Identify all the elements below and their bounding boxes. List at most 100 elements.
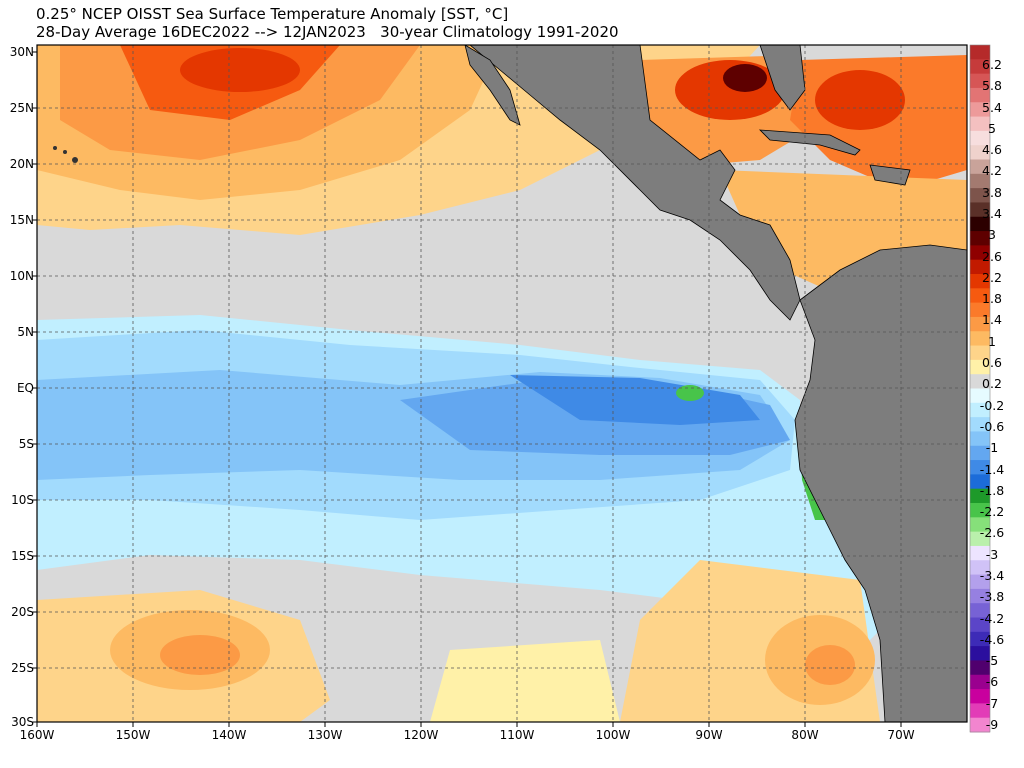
colorbar-label: -3.4 — [979, 567, 1005, 583]
lat-label: 25S — [11, 661, 34, 675]
colorbar-swatch — [970, 116, 990, 132]
colorbar-label: -1 — [985, 440, 999, 456]
colorbar-swatch — [970, 73, 990, 89]
land-north-america — [469, 45, 801, 321]
colorbar-label: 5 — [988, 120, 996, 136]
colorbar-swatch — [970, 674, 990, 690]
colorbar-label: -3.8 — [979, 589, 1005, 605]
colorbar-label: -0.6 — [979, 418, 1005, 434]
colorbar-swatch — [970, 631, 990, 647]
colorbar-swatch — [970, 359, 990, 375]
colorbar-swatch — [970, 474, 990, 490]
lon-label: 100W — [595, 728, 631, 742]
colorbar-swatch — [970, 159, 990, 175]
colorbar-swatch — [970, 603, 990, 618]
colorbar — [969, 44, 991, 733]
colorbar-frame — [969, 44, 991, 733]
lat-label: 15S — [11, 549, 34, 563]
colorbar-swatch — [970, 331, 990, 347]
colorbar-label: 3.8 — [982, 184, 1002, 200]
colorbar-label: 1.4 — [982, 312, 1002, 328]
colorbar-swatch — [970, 717, 990, 733]
lat-label: EQ — [16, 381, 34, 395]
colorbar-swatch — [970, 145, 990, 160]
colorbar-swatch — [970, 374, 990, 389]
colorbar-swatch — [970, 431, 990, 447]
colorbar-swatch — [970, 130, 990, 146]
colorbar-label: 3 — [988, 227, 996, 243]
colorbar-swatch — [970, 531, 990, 547]
cold-anomaly-equatorial — [37, 315, 890, 640]
lon-label: 120W — [403, 728, 439, 742]
colorbar-swatch — [970, 388, 990, 404]
warm-anomaly-south — [37, 560, 880, 722]
colorbar-swatch — [970, 274, 990, 289]
colorbar-swatch — [970, 216, 990, 232]
lon-label: 160W — [19, 728, 55, 742]
lat-label: 20S — [11, 605, 34, 619]
colorbar-swatch — [970, 316, 990, 332]
lon-label: 130W — [307, 728, 343, 742]
colorbar-label: 3.4 — [982, 206, 1002, 222]
colorbar-swatch — [970, 259, 990, 275]
colorbar-swatch — [970, 102, 990, 118]
land-south-america — [794, 244, 967, 722]
axis-ticks — [32, 51, 902, 727]
colorbar-swatch — [970, 59, 990, 75]
colorbar-label: -9 — [985, 717, 999, 732]
colorbar-swatch — [970, 488, 990, 504]
lat-label: 10N — [9, 269, 34, 283]
colorbar-swatch — [970, 202, 990, 218]
colorbar-label: -2.6 — [979, 525, 1005, 541]
colorbar-label: -1.4 — [979, 461, 1005, 477]
colorbar-swatch — [970, 660, 990, 676]
lon-label: 140W — [211, 728, 247, 742]
colorbar-label: -5 — [985, 653, 999, 669]
map-frame — [36, 44, 968, 723]
colorbar-label: 1.8 — [982, 291, 1002, 307]
lon-label: 150W — [115, 728, 151, 742]
colorbar-swatch — [970, 574, 990, 590]
colorbar-label: 5.8 — [982, 78, 1002, 94]
land-baja — [464, 45, 521, 126]
colorbar-label: 4.6 — [982, 142, 1002, 158]
colorbar-swatch — [970, 588, 990, 604]
lat-label: 15N — [9, 213, 34, 227]
colorbar-label: -4.6 — [979, 631, 1005, 647]
colorbar-label: 0.6 — [982, 355, 1002, 371]
colorbar-label: -0.2 — [979, 397, 1005, 413]
lon-label: 90W — [695, 728, 723, 742]
lat-label: 30N — [9, 45, 34, 59]
colorbar-label: 1 — [988, 333, 996, 349]
lon-label: 110W — [499, 728, 535, 742]
land-hispaniola — [869, 164, 911, 186]
map-title: 0.25° NCEP OISST Sea Surface Temperature… — [36, 5, 509, 23]
colorbar-label: -2.2 — [979, 504, 1005, 520]
colorbar-label: -3 — [985, 546, 999, 562]
land-hawaii — [53, 146, 78, 163]
colorbar-swatch — [970, 245, 990, 261]
colorbar-swatch — [970, 617, 990, 633]
colorbar-swatch — [970, 545, 990, 561]
colorbar-swatch — [970, 503, 990, 518]
colorbar-swatch — [970, 231, 990, 246]
colorbar-label: 0.2 — [982, 376, 1002, 392]
colorbar-swatch — [970, 646, 990, 661]
land-florida — [759, 45, 806, 111]
colorbar-label: 2.2 — [982, 269, 1002, 285]
colorbar-swatch — [970, 445, 990, 461]
colorbar-swatch — [970, 288, 990, 304]
graticule — [37, 45, 967, 722]
colorbar-swatch — [970, 402, 990, 418]
colorbar-label: 5.4 — [982, 99, 1002, 115]
colorbar-swatch — [970, 302, 990, 318]
colorbar-label: 4.2 — [982, 163, 1002, 179]
colorbar-label: 6.2 — [982, 57, 1002, 72]
colorbar-swatch — [970, 188, 990, 203]
colorbar-swatch — [970, 560, 990, 576]
colorbar-swatch — [970, 173, 990, 189]
colorbar-swatch — [970, 517, 990, 533]
colorbar-swatch — [970, 689, 990, 704]
lat-label: 30S — [11, 715, 34, 729]
